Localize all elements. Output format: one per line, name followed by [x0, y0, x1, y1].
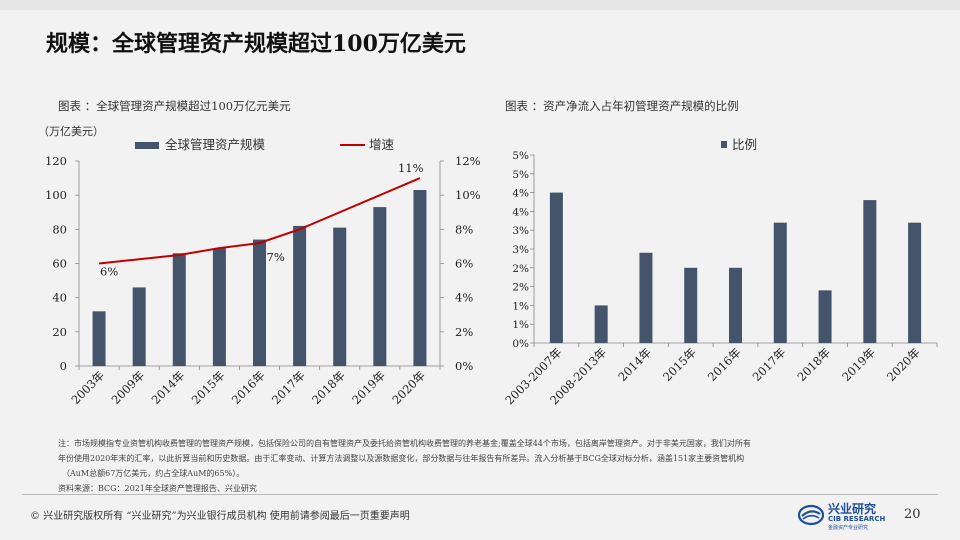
x-tick-label: 2020年 [389, 368, 428, 407]
page-number: 20 [904, 507, 921, 522]
bar [413, 190, 427, 366]
y-tick-label: 5% [512, 150, 529, 162]
x-tick-label: 2018年 [794, 345, 833, 384]
growth-line [98, 177, 421, 265]
legend-bar-swatch [135, 142, 159, 149]
y-tick-label: 4% [512, 206, 529, 218]
slide-title: 规模：全球管理资产规模超过100万亿美元 [46, 31, 466, 57]
x-tick-label: 2016年 [229, 368, 268, 407]
cib-research-logo: 兴业研究 CIB RESEARCH 金融资产专业研究 [798, 500, 894, 534]
x-tick-label: 2015年 [189, 368, 228, 407]
y-tick-label: 2% [512, 282, 529, 294]
logo-tagline: 金融资产专业研究 [828, 525, 869, 531]
x-tick-label: 2014年 [615, 345, 654, 384]
right-chart: 比例0%1%1%2%2%3%3%4%4%5%5%2003-2007年2008-2… [502, 137, 938, 407]
bar [172, 253, 186, 366]
bar [293, 225, 307, 366]
right-y-tick-label: 0% [455, 359, 473, 373]
footer-disclaimer: © 兴业研究版权所有 “兴业研究”为兴业银行成员机构 使用前请参阅最后一页重要声… [30, 511, 410, 522]
left-chart: （万亿美元） 全球管理资产规模 增速 0 20 40 60 80 100 120 0% 2% 4% 6% 8… [38, 125, 481, 407]
y-tick-label: 2% [512, 263, 529, 275]
logo-mark-icon [798, 504, 824, 526]
x-tick-label: 2019年 [839, 345, 878, 384]
x-tick-label: 2016年 [705, 345, 744, 384]
bar [373, 207, 387, 366]
y-tick-label: 1% [512, 319, 529, 331]
bar [773, 222, 787, 343]
logo-name-en: CIB RESEARCH [828, 515, 886, 523]
left-chart-caption: 图表 ：全球管理资产规模超过100万亿元美元 [58, 99, 291, 113]
right-y-tick-label: 12% [455, 154, 481, 168]
top-bar [0, 0, 960, 10]
x-tick-label: 2017年 [269, 368, 308, 407]
left-y-tick-label: 100 [45, 188, 67, 202]
logo-name-cn: 兴业研究 [828, 502, 877, 516]
x-tick-label: 2015年 [660, 345, 699, 384]
y-tick-label: 3% [512, 225, 529, 237]
x-tick-label: 2003年 [68, 368, 107, 407]
line-data-label: 7% [267, 250, 285, 264]
left-y-tick-label: 20 [52, 325, 67, 339]
right-y-tick-label: 10% [455, 188, 481, 202]
line-data-label: 11% [398, 161, 424, 175]
bar [594, 305, 608, 343]
left-y-tick-label: 0 [60, 359, 67, 373]
bar [908, 222, 922, 343]
note-line-2: 年份使用2020年末的汇率，以此折算当前和历史数据。由于汇率变动、计算方法调整以… [58, 454, 745, 463]
x-tick-label: 2009年 [109, 368, 148, 407]
x-tick-label: 2018年 [309, 368, 348, 407]
x-tick-label: 2017年 [750, 345, 789, 384]
left-unit-label: （万亿美元） [38, 125, 104, 138]
left-y-tick-label: 40 [52, 291, 67, 305]
footer-divider [22, 494, 938, 495]
legend-label: 比例 [732, 137, 757, 152]
x-tick-label: 2020年 [884, 345, 923, 384]
y-tick-label: 1% [512, 300, 529, 312]
footnote: 注：市场规模指专业资管机构收费管理的管理资产规模，包括保险公司的自有管理资产及委… [58, 436, 918, 496]
left-y-tick-label: 120 [45, 154, 67, 168]
bar [212, 248, 226, 366]
source-line: 资料来源：BCG：2021年全球资产管理报告、兴业研究 [58, 484, 257, 493]
bar [639, 252, 653, 343]
right-y-tick-label: 8% [455, 222, 473, 236]
bar [684, 267, 698, 343]
y-tick-label: 5% [512, 169, 529, 181]
legend-swatch [721, 141, 727, 148]
bar [333, 227, 347, 366]
y-tick-label: 3% [512, 244, 529, 256]
legend-line-label: 增速 [369, 137, 395, 152]
note-line-3: （AuM总额67万亿美元，约占全球AuM的65%）。 [62, 469, 245, 478]
x-tick-label: 2014年 [149, 368, 188, 407]
bar [549, 192, 563, 343]
bar [253, 239, 266, 366]
bar [92, 311, 106, 366]
bar [729, 267, 742, 343]
right-y-tick-label: 4% [455, 291, 473, 305]
right-chart-caption: 图表 ：资产净流入占年初管理资产规模的比例 [505, 99, 739, 113]
y-tick-label: 4% [512, 188, 529, 200]
bar [863, 200, 877, 343]
left-y-tick-label: 80 [52, 222, 67, 236]
y-tick-label: 0% [512, 338, 529, 350]
bar [132, 287, 146, 366]
legend-bar-label: 全球管理资产规模 [165, 137, 266, 152]
right-y-tick-label: 6% [455, 257, 473, 271]
bar [818, 290, 832, 343]
note-line-1: 注：市场规模指专业资管机构收费管理的管理资产规模，包括保险公司的自有管理资产及委… [58, 439, 751, 448]
line-data-label: 6% [100, 265, 118, 279]
left-y-tick-label: 60 [52, 257, 67, 271]
x-tick-label: 2019年 [349, 368, 388, 407]
right-y-tick-label: 2% [455, 325, 473, 339]
